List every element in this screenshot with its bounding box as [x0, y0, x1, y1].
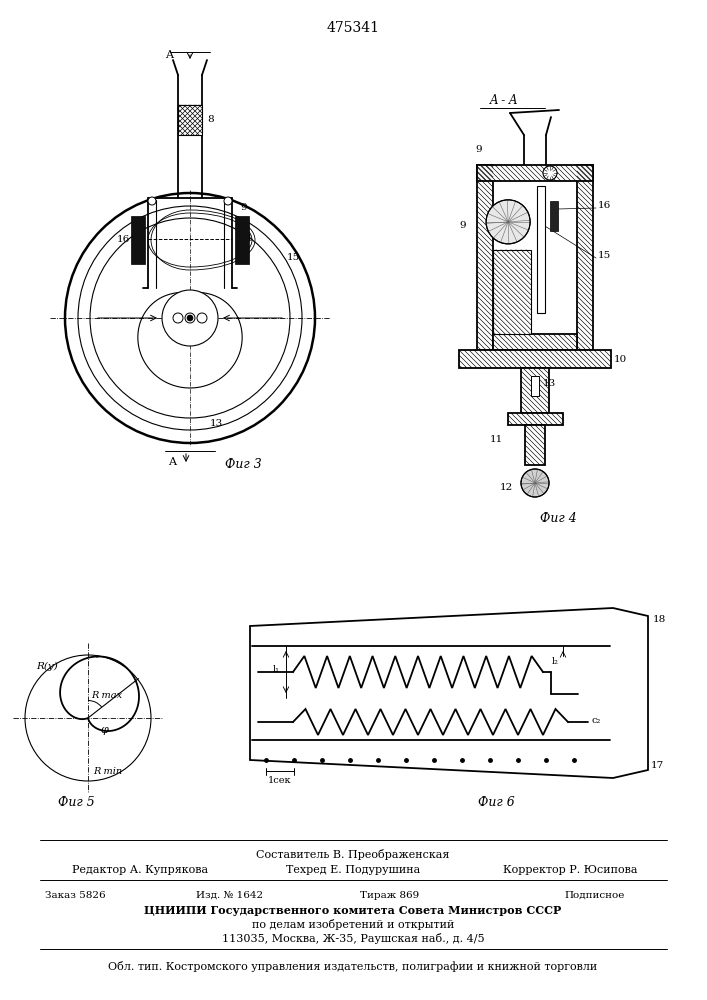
Text: Заказ 5826: Заказ 5826 — [45, 890, 105, 900]
Bar — [537, 186, 545, 313]
Text: Фиг 5: Фиг 5 — [58, 796, 95, 810]
Bar — [459, 350, 611, 368]
Text: Составитель В. Преображенская: Составитель В. Преображенская — [257, 848, 450, 859]
Text: 12: 12 — [500, 484, 513, 492]
Bar — [531, 376, 539, 396]
Text: Редактор А. Купрякова: Редактор А. Купрякова — [72, 865, 208, 875]
Polygon shape — [250, 608, 648, 778]
Text: A - A: A - A — [490, 94, 518, 106]
Text: 475341: 475341 — [327, 21, 380, 35]
Bar — [178, 105, 202, 135]
Text: R(y): R(y) — [36, 661, 58, 671]
Text: Обл. тип. Костромского управления издательств, полиграфии и книжной торговли: Обл. тип. Костромского управления издате… — [108, 962, 597, 972]
Text: Фиг 4: Фиг 4 — [540, 512, 577, 524]
Text: 113035, Москва, Ж-35, Раушская наб., д. 4/5: 113035, Москва, Ж-35, Раушская наб., д. … — [222, 932, 484, 944]
Text: Подписное: Подписное — [565, 890, 625, 900]
Bar — [525, 425, 545, 465]
Text: R max: R max — [91, 692, 122, 700]
Text: 15: 15 — [287, 253, 300, 262]
Bar — [477, 165, 493, 350]
Bar — [521, 368, 549, 413]
Text: φ: φ — [100, 725, 107, 735]
Circle shape — [486, 200, 530, 244]
Text: 14: 14 — [240, 234, 253, 243]
Text: 16: 16 — [598, 200, 612, 210]
Text: A: A — [165, 50, 173, 60]
Bar — [550, 201, 558, 231]
Circle shape — [224, 197, 232, 205]
Bar — [508, 413, 563, 425]
Text: 10: 10 — [614, 355, 627, 363]
Bar — [131, 216, 145, 264]
Text: 13: 13 — [543, 378, 556, 387]
Circle shape — [521, 469, 549, 497]
Text: 8: 8 — [207, 115, 214, 124]
Text: c₂: c₂ — [591, 716, 601, 725]
Text: 18: 18 — [653, 615, 666, 624]
Bar — [493, 250, 531, 334]
Bar — [577, 165, 593, 350]
Text: Корректор Р. Юсипова: Корректор Р. Юсипова — [503, 865, 637, 875]
Text: 11: 11 — [490, 436, 503, 444]
Text: 17: 17 — [651, 762, 665, 770]
Circle shape — [148, 197, 156, 205]
Text: Изд. № 1642: Изд. № 1642 — [197, 890, 264, 900]
Text: ЦНИИПИ Государственного комитета Совета Министров СССР: ЦНИИПИ Государственного комитета Совета … — [144, 904, 561, 916]
Text: Тираж 869: Тираж 869 — [361, 890, 420, 900]
Text: 9: 9 — [459, 221, 466, 230]
Text: 13: 13 — [210, 418, 223, 428]
Text: 9: 9 — [475, 145, 481, 154]
Text: 16: 16 — [117, 235, 130, 244]
Circle shape — [162, 290, 218, 346]
Text: Техред Е. Подурушина: Техред Е. Подурушина — [286, 865, 420, 875]
Text: R min: R min — [93, 766, 122, 776]
Bar — [477, 165, 593, 181]
Circle shape — [543, 166, 557, 180]
Text: 15: 15 — [598, 250, 612, 259]
Text: Фиг 3: Фиг 3 — [225, 458, 262, 472]
Text: 9: 9 — [240, 204, 247, 213]
Text: l₂: l₂ — [551, 657, 559, 666]
Text: l₁: l₁ — [272, 665, 279, 674]
Text: по делам изобретений и открытий: по делам изобретений и открытий — [252, 918, 454, 930]
Text: 1сек: 1сек — [268, 776, 292, 785]
Circle shape — [187, 315, 193, 321]
Text: A: A — [168, 457, 176, 467]
Text: Фиг 6: Фиг 6 — [478, 796, 515, 808]
Bar — [493, 334, 577, 350]
Bar — [235, 216, 249, 264]
